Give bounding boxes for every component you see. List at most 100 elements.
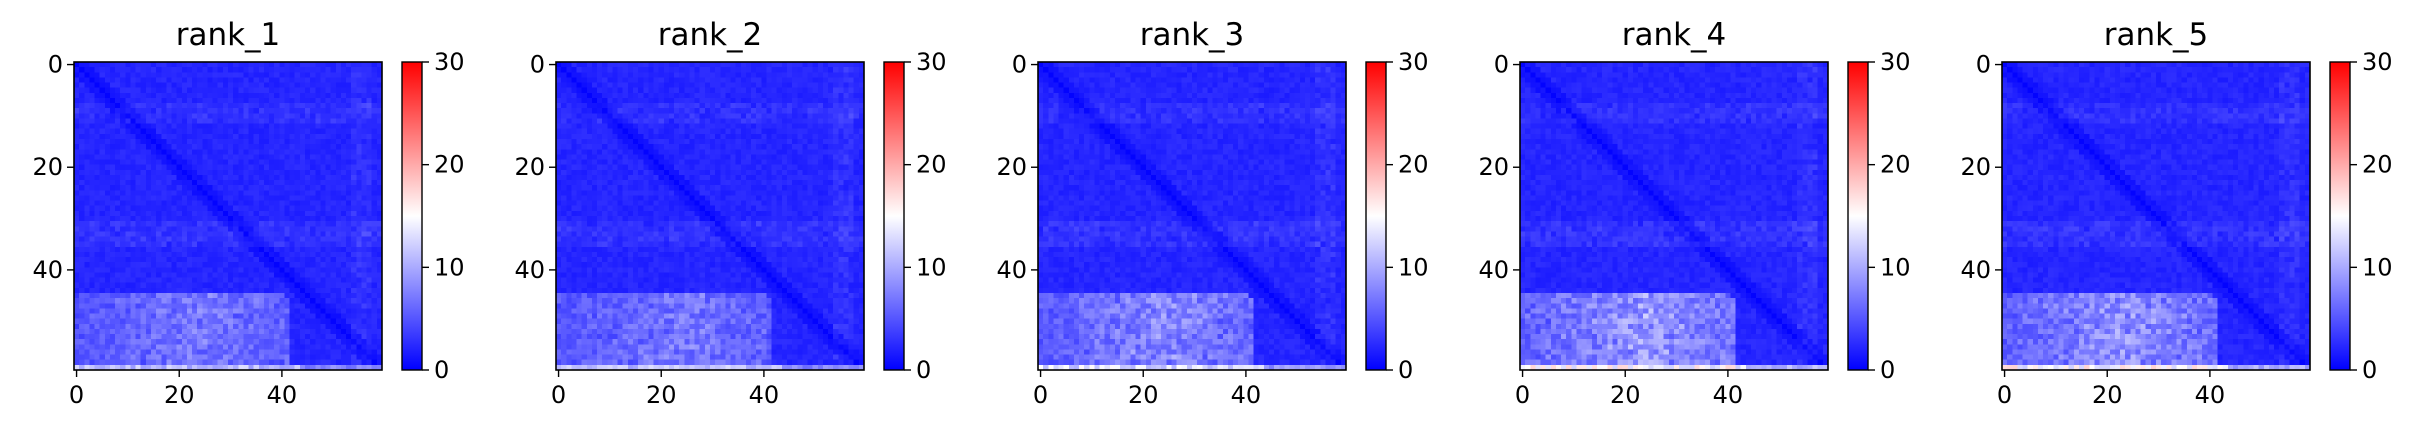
heatmap-cell <box>161 262 167 268</box>
heatmap-cell <box>125 308 131 314</box>
heatmap-cell <box>269 174 275 181</box>
heatmap-cell <box>120 267 126 273</box>
heatmap-cell <box>633 159 639 166</box>
heatmap-cell <box>263 298 270 304</box>
heatmap-cell <box>787 87 793 94</box>
heatmap-cell <box>361 123 367 130</box>
heatmap-cell <box>166 195 172 201</box>
heatmap-cell <box>84 133 90 140</box>
heatmap-cell <box>663 128 670 135</box>
heatmap-cell <box>263 257 270 263</box>
heatmap-cell <box>561 174 567 181</box>
heatmap-cell <box>376 154 383 160</box>
heatmap-cell <box>248 149 255 155</box>
heatmap-cell <box>597 72 603 78</box>
heatmap-cell <box>725 87 731 94</box>
heatmap-cell <box>720 67 726 73</box>
heatmap-cell <box>120 277 126 284</box>
heatmap-cell <box>627 164 634 171</box>
heatmap-cell <box>135 303 142 309</box>
heatmap-cell <box>79 169 85 176</box>
heatmap-cell <box>197 92 203 99</box>
heatmap-cell <box>730 92 737 99</box>
heatmap-cell <box>346 246 352 253</box>
heatmap-cell <box>663 149 670 155</box>
heatmap-cell <box>94 272 101 278</box>
heatmap-cell <box>161 308 167 314</box>
heatmap-cell <box>627 144 634 150</box>
heatmap-cell <box>305 262 311 268</box>
heatmap-cell <box>238 251 244 258</box>
heatmap-cell <box>84 231 90 237</box>
heatmap-cell <box>361 200 367 207</box>
heatmap-cell <box>217 92 224 99</box>
heatmap-cell <box>310 103 316 109</box>
heatmap-cell <box>787 139 793 145</box>
heatmap-cell <box>120 293 126 299</box>
heatmap-cell <box>361 318 367 325</box>
heatmap-cell <box>787 82 793 89</box>
heatmap-cell <box>171 216 178 222</box>
heatmap-cell <box>699 154 706 160</box>
heatmap-cell <box>320 344 326 350</box>
heatmap-cell <box>340 185 347 191</box>
heatmap-cell <box>294 318 301 325</box>
heatmap-cell <box>233 210 239 217</box>
heatmap-cell <box>305 267 311 273</box>
y-tick-label: 40 <box>32 256 63 284</box>
heatmap-cell <box>197 118 203 124</box>
heatmap-cell <box>89 313 95 320</box>
heatmap-cell <box>320 328 326 335</box>
heatmap-cell <box>566 108 572 114</box>
heatmap-cell <box>622 62 629 68</box>
heatmap-cell <box>597 149 603 155</box>
heatmap-cell <box>269 334 275 340</box>
heatmap-cell <box>310 303 316 309</box>
heatmap-cell <box>638 133 644 140</box>
heatmap-cell <box>751 82 757 89</box>
heatmap-cell <box>269 267 275 273</box>
heatmap-cell <box>325 154 332 160</box>
heatmap-cell <box>238 262 244 268</box>
heatmap-cell <box>325 334 332 340</box>
heatmap-cell <box>376 359 383 366</box>
heatmap-cell <box>361 339 367 345</box>
heatmap-cell <box>648 123 654 130</box>
heatmap-cell <box>274 118 280 124</box>
heatmap-cell <box>310 287 316 294</box>
heatmap-cell <box>109 103 116 109</box>
heatmap-cell <box>176 174 183 181</box>
heatmap-cell <box>228 133 234 140</box>
heatmap-cell <box>325 231 332 237</box>
heatmap-cell <box>561 144 567 150</box>
heatmap-cell <box>202 216 208 222</box>
heatmap-cell <box>310 328 316 335</box>
heatmap-cell <box>222 123 229 130</box>
heatmap-cell <box>130 282 136 289</box>
heatmap-cell <box>99 92 106 99</box>
heatmap-cell <box>617 128 624 135</box>
heatmap-cell <box>284 282 290 289</box>
heatmap-cell <box>853 108 860 114</box>
heatmap-cell <box>761 123 767 130</box>
heatmap-cell <box>674 159 680 166</box>
heatmap-cell <box>109 77 116 83</box>
heatmap-cell <box>679 92 685 99</box>
heatmap-cell <box>238 231 244 237</box>
heatmap-cell <box>120 328 126 335</box>
heatmap-cell <box>802 97 808 104</box>
heatmap-cell <box>156 262 162 268</box>
heatmap-cell <box>340 246 347 253</box>
heatmap-cell <box>109 200 116 207</box>
heatmap-cell <box>315 174 321 181</box>
heatmap-cell <box>638 92 644 99</box>
heatmap-cell <box>376 318 383 325</box>
heatmap-cell <box>74 118 80 124</box>
heatmap-cell <box>125 118 131 124</box>
heatmap-cell <box>694 87 701 94</box>
heatmap-cell <box>99 354 106 361</box>
heatmap-cell <box>320 210 326 217</box>
heatmap-cell <box>643 128 649 135</box>
heatmap-cell <box>94 123 101 130</box>
heatmap-cell <box>79 308 85 314</box>
